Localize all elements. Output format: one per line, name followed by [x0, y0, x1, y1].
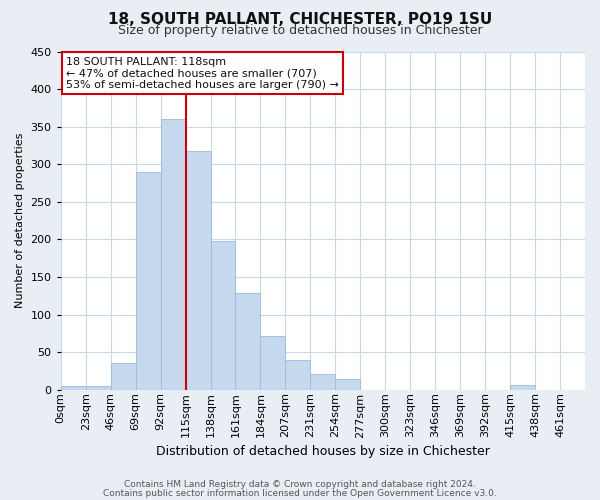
Text: Contains public sector information licensed under the Open Government Licence v3: Contains public sector information licen… [103, 488, 497, 498]
Text: Contains HM Land Registry data © Crown copyright and database right 2024.: Contains HM Land Registry data © Crown c… [124, 480, 476, 489]
Bar [110, 362, 136, 390]
Bar [136, 172, 161, 390]
Bar [335, 379, 361, 390]
Text: 18 SOUTH PALLANT: 118sqm
← 47% of detached houses are smaller (707)
53% of semi-: 18 SOUTH PALLANT: 118sqm ← 47% of detach… [66, 56, 339, 90]
Bar [286, 360, 310, 390]
Text: 18, SOUTH PALLANT, CHICHESTER, PO19 1SU: 18, SOUTH PALLANT, CHICHESTER, PO19 1SU [108, 12, 492, 28]
Bar [310, 374, 335, 390]
Bar [185, 150, 211, 390]
Bar [61, 386, 86, 390]
Bar [260, 336, 286, 390]
Bar [161, 119, 185, 390]
Y-axis label: Number of detached properties: Number of detached properties [15, 133, 25, 308]
X-axis label: Distribution of detached houses by size in Chichester: Distribution of detached houses by size … [156, 444, 490, 458]
Bar [235, 294, 260, 390]
Text: Size of property relative to detached houses in Chichester: Size of property relative to detached ho… [118, 24, 482, 37]
Bar [86, 386, 110, 390]
Bar [211, 241, 235, 390]
Bar [510, 385, 535, 390]
